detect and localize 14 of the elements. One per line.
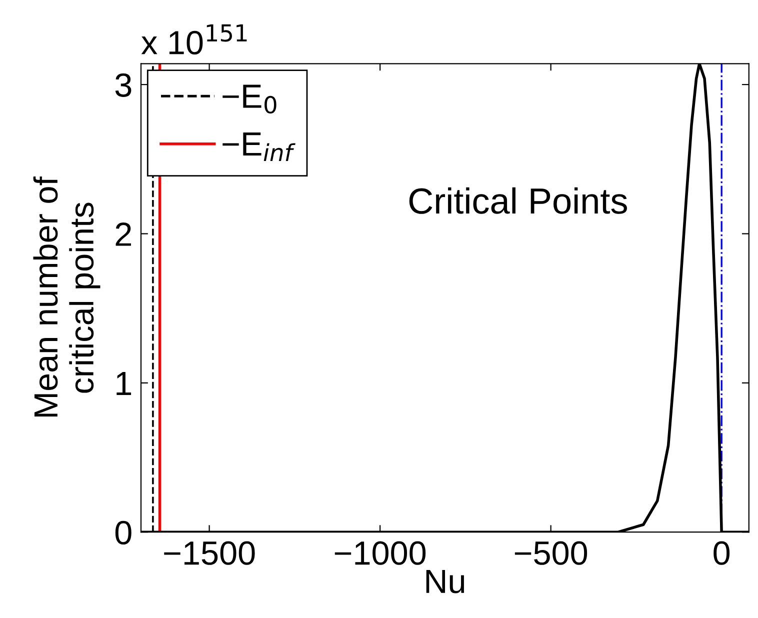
y-axis-title: Mean number of critical points — [33, 176, 100, 416]
x-tick-label: −1000 — [334, 541, 426, 565]
y-tick-label: 2 — [116, 222, 131, 246]
ref-line-label: −E$_{0}$ — [222, 84, 276, 114]
ref-line-label: −E$_{inf}$ — [222, 132, 296, 161]
y-tick-label: 1 — [116, 372, 132, 395]
x-tick-label: 0 — [714, 541, 730, 565]
y-tick-label: 0 — [115, 520, 132, 545]
x-tick-label: −500 — [514, 541, 588, 565]
text: Critical Points — [409, 187, 627, 214]
x-tick-label: −1500 — [164, 541, 255, 565]
x-axis-title: Nu — [426, 570, 464, 594]
text: x 10$^{151}$ — [141, 24, 247, 54]
y-tick-label: 3 — [115, 73, 132, 97]
